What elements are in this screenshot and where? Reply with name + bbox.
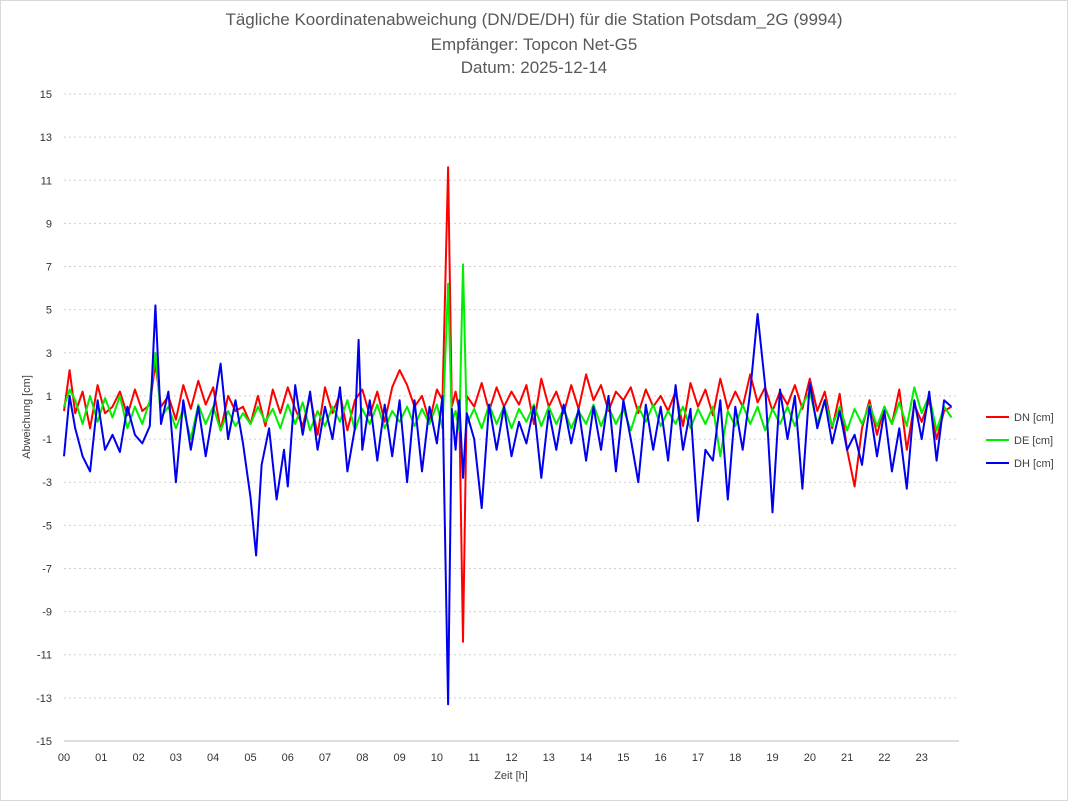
x-tick-label: 13 — [543, 752, 555, 764]
y-tick-label: 5 — [46, 305, 52, 317]
y-tick-label: -9 — [42, 607, 52, 619]
legend-label-2: DE [cm] — [1014, 435, 1053, 447]
x-tick-label: 17 — [692, 752, 704, 764]
y-tick-label: -11 — [37, 650, 52, 662]
tick-labels: 15 13 11 9 7 5 3 1 -1 -3 -5 -7 -9 -11 -13 -15 00 01 02 03 04… — [36, 89, 928, 764]
x-tick-label: 22 — [878, 752, 890, 764]
y-tick-label: 7 — [46, 262, 52, 274]
chart-subtitle-date: Datum: 2025-12-14 — [460, 58, 608, 77]
x-tick-label: 03 — [170, 752, 182, 764]
x-tick-label: 11 — [468, 752, 479, 764]
x-tick-label: 00 — [58, 752, 70, 764]
y-tick-label: 15 — [40, 89, 52, 101]
series-line-3 — [63, 304, 953, 706]
x-tick-label: 18 — [729, 752, 741, 764]
x-tick-label: 08 — [356, 752, 368, 764]
y-tick-label: -7 — [42, 563, 52, 575]
legend-label-1: DN [cm] — [1014, 412, 1054, 424]
x-tick-label: 16 — [655, 752, 667, 764]
x-tick-label: 04 — [207, 752, 219, 764]
x-tick-label: 01 — [95, 752, 107, 764]
x-tick-label: 21 — [841, 752, 853, 764]
x-tick-label: 15 — [617, 752, 629, 764]
x-tick-label: 20 — [804, 752, 816, 764]
x-tick-label: 14 — [580, 752, 592, 764]
y-tick-label: 13 — [40, 132, 52, 144]
x-tick-label: 23 — [916, 752, 928, 764]
x-tick-label: 19 — [766, 752, 778, 764]
y-tick-label: -3 — [42, 477, 52, 489]
series-line-2 — [63, 263, 953, 458]
x-tick-label: 07 — [319, 752, 331, 764]
y-tick-label: 1 — [46, 391, 52, 403]
y-tick-label: 9 — [46, 218, 52, 230]
chart-title: Tägliche Koordinatenabweichung (DN/DE/DH… — [225, 10, 843, 29]
series-line-1 — [63, 166, 953, 643]
y-tick-label: 3 — [46, 348, 52, 360]
x-tick-label: 12 — [505, 752, 517, 764]
x-tick-label: 06 — [282, 752, 294, 764]
series-lines — [63, 166, 953, 706]
y-tick-label: 11 — [41, 175, 52, 187]
y-tick-label: -13 — [36, 693, 52, 705]
y-tick-label: -5 — [42, 520, 52, 532]
grid-lines — [64, 93, 959, 742]
x-tick-label: 02 — [132, 752, 144, 764]
x-axis-label: Zeit [h] — [494, 770, 528, 782]
y-axis-label: Abweichung [cm] — [21, 375, 33, 459]
y-tick-label: -15 — [36, 736, 52, 748]
x-tick-label: 10 — [431, 752, 443, 764]
y-tick-label: -1 — [42, 434, 52, 446]
x-tick-label: 09 — [394, 752, 406, 764]
chart-subtitle-receiver: Empfänger: Topcon Net-G5 — [430, 35, 638, 54]
legend: DN [cm] DE [cm] DH [cm] — [986, 412, 1054, 470]
x-tick-label: 05 — [244, 752, 256, 764]
legend-label-3: DH [cm] — [1014, 458, 1054, 470]
